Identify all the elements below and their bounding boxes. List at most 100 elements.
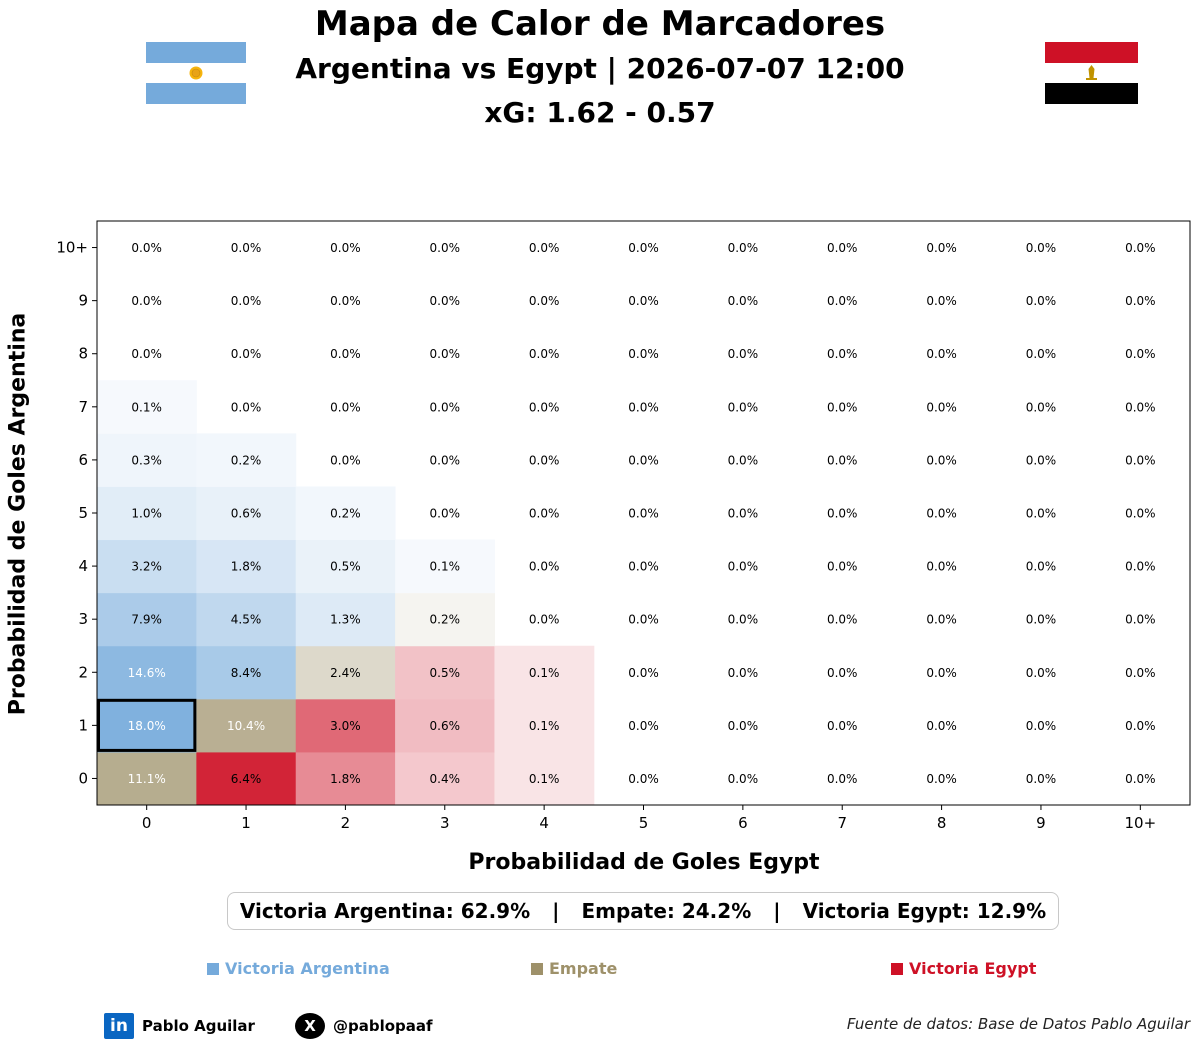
cell-value-label: 18.0% — [128, 719, 166, 733]
cell-value-label: 0.0% — [926, 666, 957, 680]
cell-value-label: 0.0% — [1125, 719, 1156, 733]
cell-value-label: 0.0% — [628, 241, 659, 255]
heatmap-cell — [97, 486, 197, 541]
x-axis-label: Probabilidad de Goles Egypt — [468, 850, 820, 875]
x-tick-label: 8 — [937, 814, 947, 832]
cell-value-label: 0.0% — [827, 453, 858, 467]
cell-value-label: 0.0% — [628, 613, 659, 627]
cell-value-label: 0.0% — [529, 241, 560, 255]
cell-value-label: 0.0% — [529, 613, 560, 627]
heatmap-cell — [97, 751, 197, 806]
cell-value-label: 0.0% — [1125, 613, 1156, 627]
cell-value-label: 0.1% — [529, 772, 560, 786]
match-subtitle: Argentina vs Egypt | 2026-07-07 12:00 — [295, 52, 905, 85]
cell-value-label: 0.0% — [131, 241, 162, 255]
cell-value-label: 0.0% — [926, 507, 957, 521]
cell-value-label: 0.2% — [430, 613, 461, 627]
cell-value-label: 0.0% — [926, 613, 957, 627]
x-tick-label: 7 — [837, 814, 847, 832]
cell-value-label: 14.6% — [128, 666, 166, 680]
x-tick-label: 3 — [440, 814, 450, 832]
heatmap-cell — [97, 433, 197, 487]
cell-value-label: 0.0% — [926, 719, 957, 733]
argentina-flag-icon — [146, 42, 246, 104]
cell-value-label: 0.0% — [728, 666, 759, 680]
cell-value-label: 0.3% — [131, 453, 162, 467]
heatmap-cell — [494, 698, 595, 753]
x-tick-label: 9 — [1036, 814, 1046, 832]
cell-value-label: 0.0% — [827, 294, 858, 308]
cell-value-label: 0.0% — [529, 560, 560, 574]
heatmap-cell — [196, 433, 297, 487]
cell-value-label: 0.0% — [628, 666, 659, 680]
cell-value-label: 0.0% — [529, 400, 560, 414]
cell-value-label: 0.0% — [430, 294, 461, 308]
cell-value-label: 0.0% — [430, 507, 461, 521]
heatmap-cell — [196, 486, 297, 541]
heatmap-cell — [97, 380, 197, 434]
cell-value-label: 0.0% — [430, 400, 461, 414]
heatmap-cell — [196, 539, 297, 594]
cell-value-label: 0.0% — [231, 241, 262, 255]
x-tick-label: 4 — [539, 814, 549, 832]
heatmap-cell — [97, 539, 197, 594]
linkedin-name: Pablo Aguilar — [142, 1017, 255, 1035]
cell-value-label: 0.0% — [1125, 241, 1156, 255]
xg-subtitle: xG: 1.62 - 0.57 — [484, 96, 716, 129]
cell-value-label: 0.0% — [330, 241, 361, 255]
cell-value-label: 3.2% — [131, 560, 162, 574]
cell-value-label: 0.6% — [231, 507, 262, 521]
cell-value-label: 0.0% — [728, 400, 759, 414]
cell-value-label: 0.0% — [330, 453, 361, 467]
cell-value-label: 1.3% — [330, 613, 361, 627]
cell-value-label: 0.0% — [1125, 772, 1156, 786]
cell-value-label: 0.0% — [1125, 400, 1156, 414]
heatmap-cell — [196, 645, 297, 700]
cell-value-label: 0.0% — [926, 453, 957, 467]
legend-away-win: Victoria Egypt — [891, 959, 1036, 978]
x-tick-label: 0 — [142, 814, 152, 832]
linkedin-credit[interactable]: in Pablo Aguilar — [104, 1013, 255, 1039]
cell-value-label: 1.8% — [231, 560, 262, 574]
cell-value-label: 0.2% — [330, 507, 361, 521]
cell-value-label: 0.0% — [1125, 347, 1156, 361]
x-credit[interactable]: X @pablopaaf — [295, 1013, 433, 1039]
chart-title: Mapa de Calor de Marcadores — [314, 4, 886, 44]
data-source: Fuente de datos: Base de Datos Pablo Agu… — [846, 1015, 1190, 1033]
linkedin-icon: in — [104, 1013, 134, 1039]
x-tick-label: 2 — [341, 814, 351, 832]
cell-value-label: 0.5% — [330, 560, 361, 574]
legend-away-label: Victoria Egypt — [909, 959, 1037, 978]
y-tick-label: 5 — [78, 504, 88, 522]
y-tick-label: 7 — [78, 398, 88, 416]
cell-value-label: 0.0% — [131, 294, 162, 308]
heatmap-cell — [494, 645, 595, 700]
heatmap-cell — [295, 486, 396, 541]
legend-home-win: Victoria Argentina — [207, 959, 390, 978]
cell-value-label: 0.0% — [430, 453, 461, 467]
heatmap-cell — [196, 592, 297, 647]
y-tick-label: 4 — [78, 557, 88, 575]
cell-value-label: 0.0% — [628, 347, 659, 361]
heatmap-cell — [97, 698, 197, 753]
summary-separator: | — [552, 899, 560, 923]
cell-value-label: 0.0% — [728, 453, 759, 467]
cell-value-label: 0.0% — [728, 719, 759, 733]
cell-value-label: 0.0% — [330, 347, 361, 361]
cell-value-label: 0.0% — [628, 772, 659, 786]
draw-probability: Empate: 24.2% — [581, 899, 752, 923]
cell-value-label: 11.1% — [128, 772, 166, 786]
cell-value-label: 0.0% — [728, 772, 759, 786]
cell-value-label: 0.0% — [231, 347, 262, 361]
cell-value-label: 0.0% — [926, 772, 957, 786]
cell-value-label: 0.0% — [1125, 294, 1156, 308]
cell-value-label: 0.1% — [430, 560, 461, 574]
cell-value-label: 0.0% — [926, 560, 957, 574]
y-tick-label: 1 — [78, 716, 88, 734]
cell-value-label: 3.0% — [330, 719, 361, 733]
heatmap-cell — [395, 698, 495, 753]
cell-value-label: 10.4% — [227, 719, 265, 733]
heatmap-cell — [295, 592, 396, 647]
cell-value-label: 1.8% — [330, 772, 361, 786]
cell-value-label: 0.0% — [430, 347, 461, 361]
